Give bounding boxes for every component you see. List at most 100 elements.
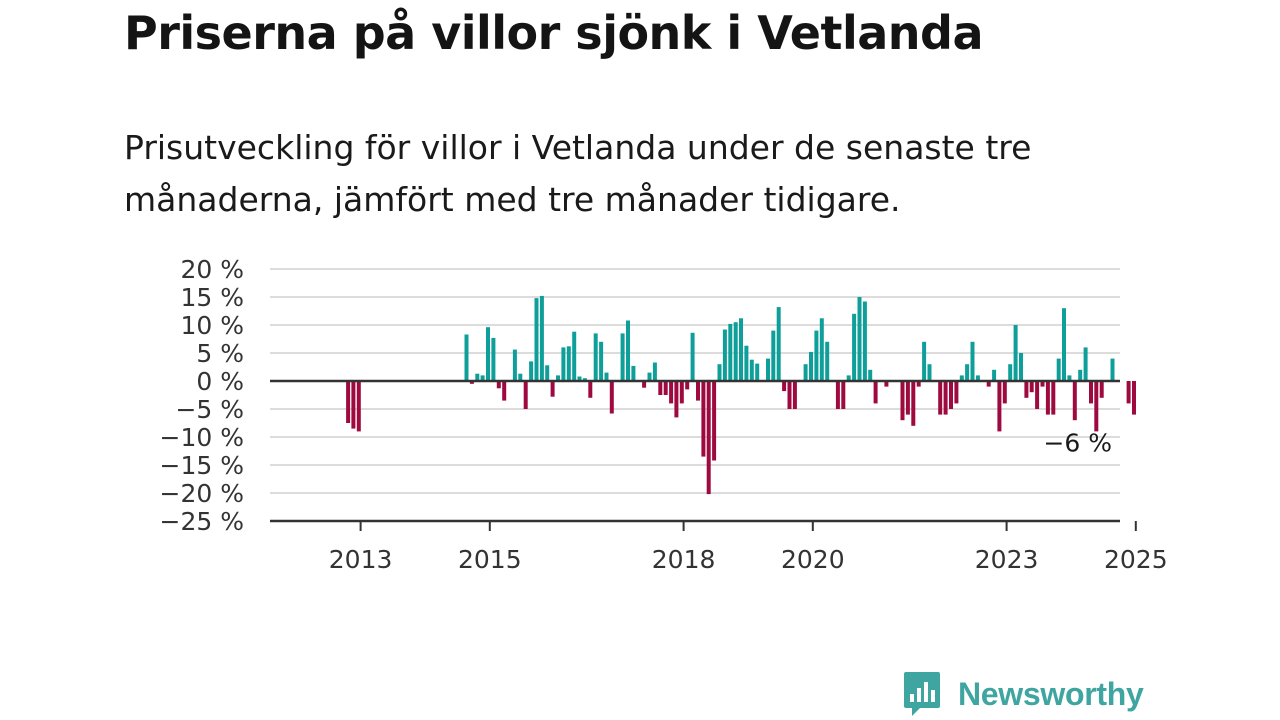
bar <box>766 358 770 381</box>
bar <box>782 381 787 392</box>
x-tick-label: 2015 <box>458 545 522 574</box>
y-tick-label: 15 % <box>180 283 244 312</box>
bar <box>545 365 550 381</box>
bar <box>1013 325 1018 381</box>
bar <box>809 351 813 381</box>
bar <box>954 381 959 404</box>
x-tick-label: 2020 <box>781 545 845 574</box>
bar <box>512 349 517 381</box>
bar <box>1132 381 1136 415</box>
bar <box>469 381 474 384</box>
bar <box>862 301 867 381</box>
bar <box>539 295 544 381</box>
bar <box>749 359 754 381</box>
bar <box>701 381 706 457</box>
bar <box>626 320 630 381</box>
bar <box>496 381 501 389</box>
bar <box>1040 381 1045 387</box>
chart-title: Priserna på villor sjönk i Vetlanda <box>124 6 984 60</box>
bar <box>1035 381 1040 409</box>
bar <box>1099 381 1104 398</box>
bar <box>1019 353 1023 381</box>
bar <box>1051 381 1056 415</box>
bar <box>1094 381 1099 432</box>
bar <box>480 375 485 381</box>
bar <box>620 333 625 381</box>
bar <box>771 330 776 381</box>
bar <box>1110 358 1115 381</box>
x-tick-label: 2025 <box>1104 545 1168 574</box>
bar <box>690 332 695 381</box>
bar <box>609 381 614 414</box>
y-tick-label: −20 % <box>160 479 244 508</box>
y-tick-label: −15 % <box>160 451 244 480</box>
bar <box>1008 364 1013 381</box>
bar <box>997 381 1002 432</box>
y-tick-label: 10 % <box>180 311 244 340</box>
bar <box>900 381 905 421</box>
bar <box>835 381 840 409</box>
bar <box>529 361 534 381</box>
last-value-label: −6 % <box>1043 429 1112 458</box>
bar <box>706 381 711 495</box>
bar <box>696 381 700 401</box>
bar-chart: 20 %15 %10 %5 %0 %−5 %−10 %−15 %−20 %−25… <box>160 255 1168 574</box>
bar <box>566 346 571 381</box>
bar <box>959 375 964 381</box>
bar <box>722 329 727 381</box>
bar <box>351 381 356 429</box>
bar <box>572 331 577 381</box>
bar <box>787 381 792 409</box>
bar <box>599 341 604 381</box>
brand-name: Newsworthy <box>958 675 1144 712</box>
bar <box>1078 369 1083 381</box>
x-tick-label: 2018 <box>652 545 716 574</box>
bar <box>1029 381 1034 393</box>
bar <box>582 378 587 381</box>
y-axis-ticks: 20 %15 %10 %5 %0 %−5 %−10 %−15 %−20 %−25… <box>160 255 244 536</box>
bar <box>1045 381 1050 415</box>
bar <box>518 373 523 381</box>
bar <box>685 381 690 390</box>
bar <box>825 341 830 381</box>
bar <box>776 307 781 381</box>
y-tick-label: −25 % <box>160 507 244 536</box>
bar <box>486 327 490 381</box>
bar <box>927 364 932 381</box>
bar <box>475 373 480 381</box>
bar <box>491 337 496 381</box>
bar <box>965 364 970 381</box>
bar <box>593 333 598 381</box>
bar <box>1083 347 1088 381</box>
y-tick-label: 0 % <box>196 367 244 396</box>
bar <box>1126 381 1131 404</box>
bar <box>642 381 647 388</box>
bar <box>905 381 910 415</box>
x-tick-label: 2013 <box>329 545 393 574</box>
bar <box>868 369 873 381</box>
newsworthy-logo-icon <box>904 672 940 716</box>
bar <box>1062 308 1066 381</box>
bar <box>755 363 760 381</box>
bar <box>346 381 351 423</box>
bar <box>986 381 991 387</box>
bar <box>744 345 749 381</box>
bar <box>938 381 943 415</box>
bar <box>1072 381 1077 421</box>
newsworthy-logo: Newsworthy <box>902 670 1144 718</box>
bar <box>669 381 674 404</box>
bar <box>873 381 878 404</box>
y-tick-label: −10 % <box>160 423 244 452</box>
bar <box>652 362 657 381</box>
bar <box>1002 381 1007 404</box>
bar <box>792 381 797 409</box>
bar <box>561 347 566 381</box>
bar <box>663 381 668 395</box>
bar <box>588 381 593 398</box>
bar <box>852 313 857 381</box>
bar <box>647 372 652 381</box>
bar <box>717 364 722 381</box>
x-axis-ticks: 2013 2015 2018 2020 2023 2025 <box>329 521 1168 574</box>
bar <box>916 381 921 387</box>
bar <box>550 381 555 397</box>
